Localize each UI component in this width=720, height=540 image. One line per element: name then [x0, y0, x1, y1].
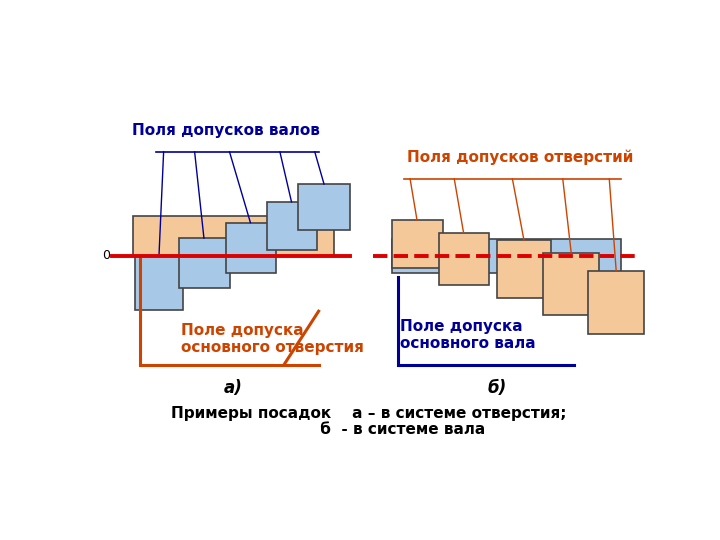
Text: Поле допуска
основного вала: Поле допуска основного вала	[400, 319, 536, 352]
Bar	[179, 238, 230, 288]
Bar	[392, 239, 621, 273]
Bar	[392, 220, 443, 268]
Text: Примеры посадок    а – в системе отверстия;: Примеры посадок а – в системе отверстия;	[171, 406, 567, 421]
Text: Поля допусков отверстий: Поля допусков отверстий	[407, 150, 634, 165]
Bar	[438, 233, 489, 285]
Text: Поле допуска
основного отверстия: Поле допуска основного отверстия	[181, 323, 364, 355]
Text: б): б)	[487, 379, 506, 397]
Bar	[497, 240, 551, 298]
Text: а): а)	[224, 379, 243, 397]
Bar	[132, 215, 334, 256]
Text: б  - в системе вала: б - в системе вала	[253, 422, 485, 436]
Bar	[544, 253, 599, 315]
Bar	[588, 271, 644, 334]
Text: Поля допусков валов: Поля допусков валов	[132, 123, 320, 138]
Bar	[225, 222, 276, 273]
Bar	[297, 184, 351, 231]
Text: 0: 0	[102, 249, 110, 262]
Bar	[135, 256, 183, 309]
Bar	[266, 202, 317, 249]
